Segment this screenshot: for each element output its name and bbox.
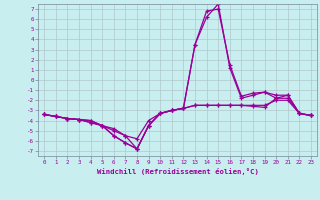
X-axis label: Windchill (Refroidissement éolien,°C): Windchill (Refroidissement éolien,°C) [97, 168, 259, 175]
